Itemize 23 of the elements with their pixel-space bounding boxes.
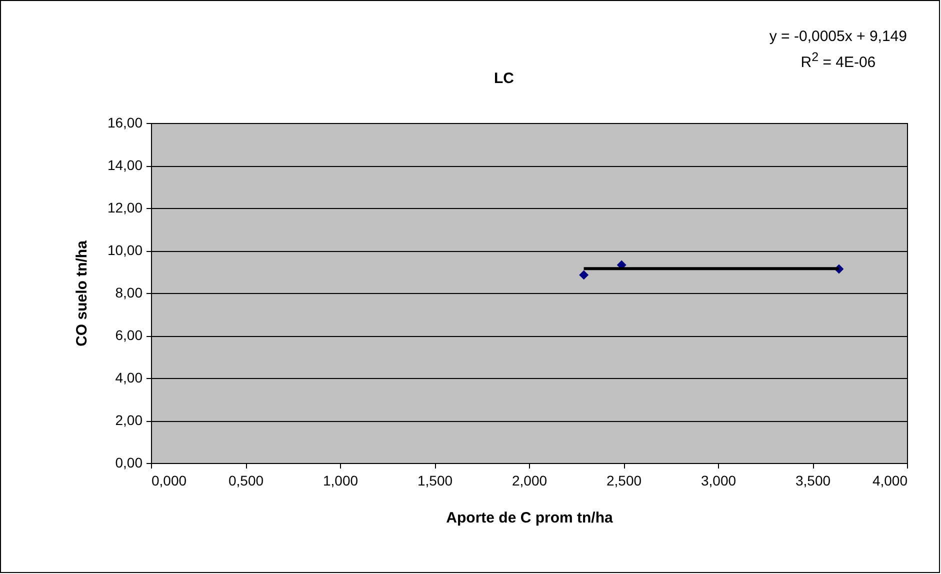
x-axis-title: Aporte de C prom tn/ha <box>446 510 614 526</box>
y-tick-label: 2,00 <box>115 412 143 428</box>
chart-title: LC <box>494 70 514 87</box>
x-tick-label: 1,000 <box>322 472 358 488</box>
y-axis-title: CO suelo tn/ha <box>73 240 90 346</box>
x-tick-label: 0,500 <box>228 472 264 488</box>
x-tick-label: 2,000 <box>512 472 548 488</box>
text: y = -0,0005x + 9,149 <box>769 27 907 47</box>
y-tick-label: 10,00 <box>107 242 143 258</box>
y-tick-label: 14,00 <box>107 157 143 173</box>
y-tick-label: 0,00 <box>115 454 143 470</box>
y-tick-label: 6,00 <box>115 327 143 343</box>
x-tick-label: 0,000 <box>152 472 187 488</box>
text: R$^{2}$ = 4E-06 <box>800 49 877 73</box>
x-tick-label: 2,500 <box>606 472 642 488</box>
y-tick-label: 16,00 <box>107 114 143 130</box>
x-tick-label: 3,000 <box>700 472 736 488</box>
x-tick-label: 4,000 <box>872 472 908 488</box>
y-tick-label: 4,00 <box>115 370 143 386</box>
x-tick-label: 3,500 <box>795 472 831 488</box>
y-tick-label: 12,00 <box>107 200 143 216</box>
y-tick-label: 8,00 <box>115 284 143 300</box>
x-tick-label: 1,500 <box>417 472 453 488</box>
